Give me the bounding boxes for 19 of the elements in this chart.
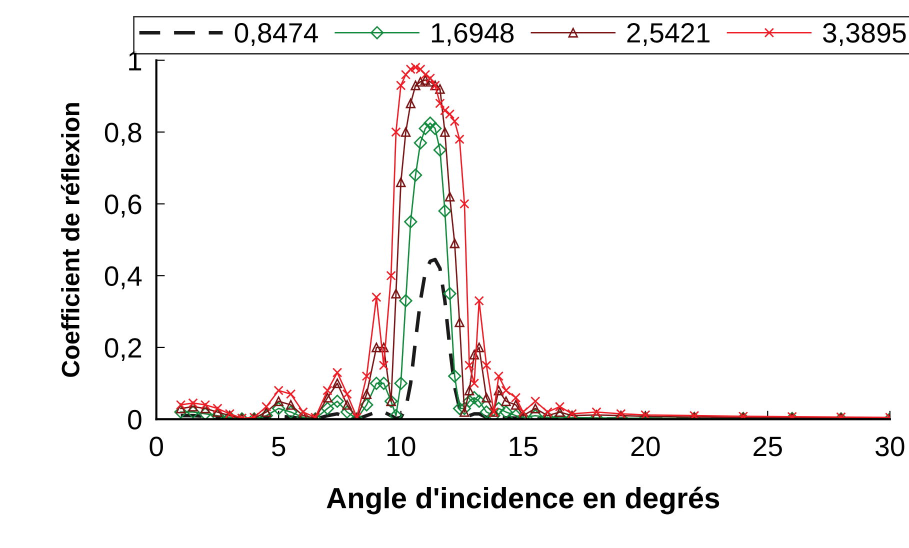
x-tick-label: 25 <box>754 436 782 456</box>
x-axis-title: Angle d'incidence en degrés <box>326 486 720 514</box>
x-tick-label: 20 <box>631 436 660 456</box>
x-tick-label: 15 <box>510 436 538 456</box>
y-axis-title: Coefficient de réflexion <box>60 103 80 377</box>
x-tick-label: 5 <box>272 436 286 456</box>
y-tick-label: 0 <box>128 410 142 430</box>
legend-label: 1,6948 <box>432 23 514 46</box>
y-tick-label: 0,8 <box>104 122 142 146</box>
x-tick-label: 30 <box>876 436 904 456</box>
x-tick-label: 10 <box>388 436 416 456</box>
legend-label: 2,5421 <box>627 23 710 46</box>
x-tick-label: 0 <box>150 436 163 456</box>
legend-label: 0,8474 <box>234 23 318 46</box>
legend-label: 3,3895 <box>823 23 906 46</box>
y-tick-label: 0,2 <box>104 338 142 362</box>
y-tick-label: 0,6 <box>104 194 142 218</box>
y-tick-label: 0,4 <box>104 266 142 290</box>
y-tick-label: 1 <box>129 51 142 70</box>
